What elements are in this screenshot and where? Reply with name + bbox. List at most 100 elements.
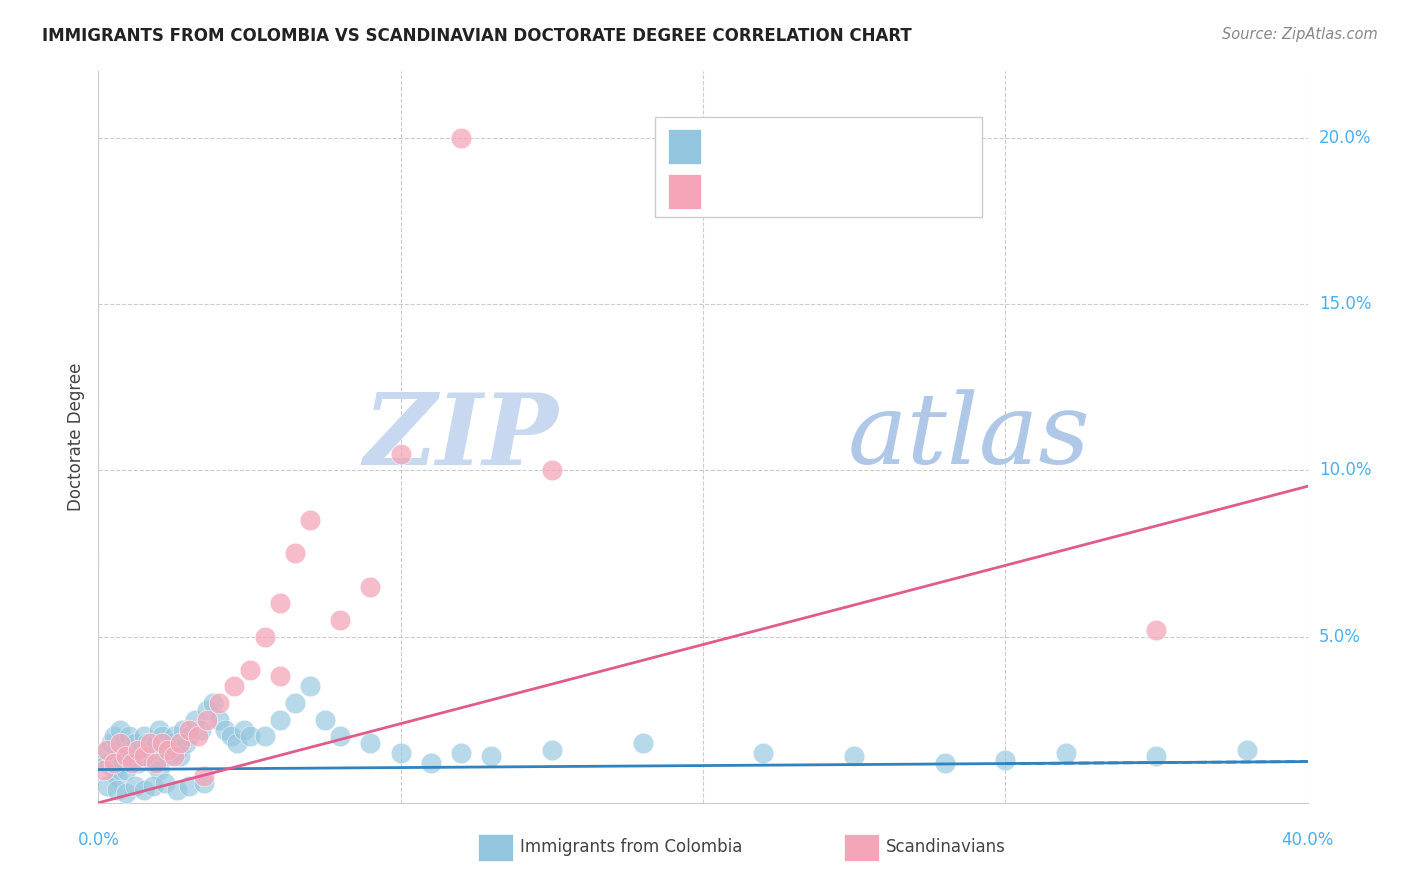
Point: [124, 779, 146, 793]
Point: [208, 713, 231, 727]
Point: [142, 756, 165, 770]
Point: [450, 746, 472, 760]
Point: [202, 696, 225, 710]
Point: [93, 746, 115, 760]
Point: [329, 729, 352, 743]
Point: [145, 756, 167, 770]
Point: [105, 782, 128, 797]
Point: [540, 463, 562, 477]
Point: [111, 736, 134, 750]
Point: [269, 713, 291, 727]
Text: R = 0.306: R = 0.306: [714, 182, 813, 200]
Point: [1144, 623, 1167, 637]
Point: [253, 729, 276, 743]
Point: [187, 729, 209, 743]
Point: [156, 749, 179, 764]
Point: [111, 756, 134, 770]
Text: 10.0%: 10.0%: [1319, 461, 1371, 479]
Point: [1236, 742, 1258, 756]
Point: [214, 723, 236, 737]
Point: [103, 729, 125, 743]
Point: [96, 742, 118, 756]
Text: ZIP: ZIP: [363, 389, 558, 485]
Point: [208, 696, 231, 710]
Point: [195, 713, 218, 727]
Point: [190, 723, 212, 737]
Point: [145, 736, 167, 750]
Point: [481, 749, 503, 764]
Point: [163, 749, 186, 764]
Point: [420, 756, 443, 770]
Point: [193, 769, 215, 783]
Point: [118, 742, 141, 756]
Point: [994, 753, 1017, 767]
Point: [108, 736, 131, 750]
Point: [132, 729, 155, 743]
Point: [239, 729, 262, 743]
Point: [193, 776, 215, 790]
Point: [224, 680, 246, 694]
Point: [160, 736, 183, 750]
Point: [100, 736, 122, 750]
Point: [150, 729, 173, 743]
Point: [299, 513, 322, 527]
Point: [752, 746, 775, 760]
Point: [174, 736, 197, 750]
Point: [96, 756, 118, 770]
Point: [166, 742, 188, 756]
Point: [269, 669, 291, 683]
Text: 0.0%: 0.0%: [77, 830, 120, 848]
Text: N = 32: N = 32: [858, 182, 925, 200]
Point: [114, 763, 136, 777]
Point: [232, 723, 254, 737]
Point: [253, 630, 276, 644]
Point: [314, 713, 336, 727]
Point: [221, 729, 243, 743]
Point: [1054, 746, 1077, 760]
Point: [129, 742, 152, 756]
Point: [150, 736, 173, 750]
Text: N = 75: N = 75: [858, 137, 925, 155]
Point: [105, 769, 128, 783]
Point: [329, 613, 352, 627]
Point: [169, 749, 191, 764]
Point: [135, 736, 157, 750]
Point: [153, 742, 176, 756]
Point: [118, 729, 141, 743]
Point: [184, 713, 207, 727]
Text: IMMIGRANTS FROM COLOMBIA VS SCANDINAVIAN DOCTORATE DEGREE CORRELATION CHART: IMMIGRANTS FROM COLOMBIA VS SCANDINAVIAN…: [42, 27, 912, 45]
Point: [195, 703, 218, 717]
Point: [124, 736, 146, 750]
Point: [114, 786, 136, 800]
Point: [139, 736, 162, 750]
Point: [169, 736, 191, 750]
Point: [166, 782, 188, 797]
Point: [163, 729, 186, 743]
Point: [114, 749, 136, 764]
Point: [139, 742, 162, 756]
Point: [108, 746, 131, 760]
Text: Scandinavians: Scandinavians: [886, 838, 1005, 856]
Point: [96, 779, 118, 793]
Point: [132, 749, 155, 764]
Text: 40.0%: 40.0%: [1281, 830, 1334, 848]
Point: [103, 756, 125, 770]
Text: 20.0%: 20.0%: [1319, 128, 1371, 147]
Point: [1144, 749, 1167, 764]
Y-axis label: Doctorate Degree: Doctorate Degree: [66, 363, 84, 511]
Point: [284, 696, 307, 710]
Point: [844, 749, 866, 764]
Point: [631, 736, 654, 750]
Point: [389, 746, 412, 760]
Point: [389, 447, 412, 461]
Point: [108, 723, 131, 737]
Point: [148, 723, 170, 737]
Point: [226, 736, 249, 750]
Point: [93, 763, 115, 777]
Text: Immigrants from Colombia: Immigrants from Colombia: [520, 838, 742, 856]
Point: [132, 782, 155, 797]
Point: [360, 580, 382, 594]
Point: [142, 779, 165, 793]
Point: [127, 756, 149, 770]
Point: [540, 742, 562, 756]
